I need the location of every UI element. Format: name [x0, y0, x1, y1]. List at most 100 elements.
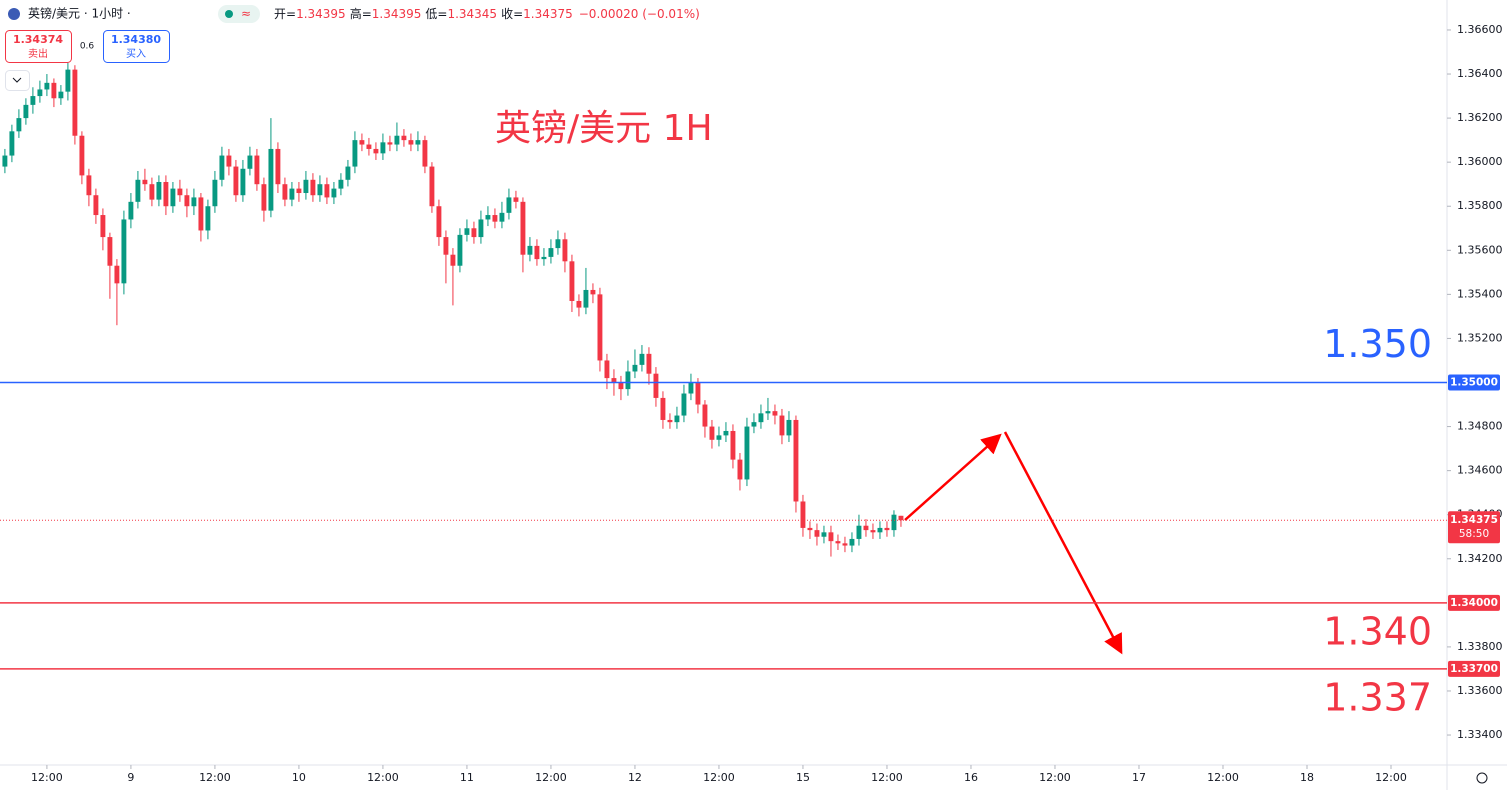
- candle-body: [86, 175, 92, 196]
- candle-body: [198, 197, 204, 231]
- candle-body: [205, 206, 211, 231]
- candle-body: [254, 155, 260, 185]
- candle-body: [345, 166, 351, 180]
- collapse-button[interactable]: [5, 70, 30, 91]
- candle-body: [604, 360, 610, 379]
- symbol: 英镑/美元 · 1小时 ·: [28, 6, 131, 21]
- candle-body: [814, 530, 820, 537]
- candle-body: [9, 131, 15, 156]
- candle-body: [478, 219, 484, 238]
- candle-body: [408, 140, 414, 145]
- x-tick-label: 12:00: [535, 771, 567, 784]
- candle-body: [282, 184, 288, 200]
- chevron: [12, 77, 22, 83]
- candle-body: [401, 135, 407, 141]
- x-tick-label: 12:00: [1207, 771, 1239, 784]
- candle-body: [562, 239, 568, 262]
- open: 1.34395: [296, 7, 346, 21]
- candle-body: [583, 289, 589, 308]
- candle-body: [898, 515, 904, 521]
- candle-body: [828, 532, 834, 542]
- candle-body: [485, 215, 491, 220]
- x-tick-label: 9: [127, 771, 134, 784]
- candle-body: [737, 459, 743, 480]
- candle-body: [303, 179, 309, 194]
- candle-body: [674, 415, 680, 423]
- candle-body: [821, 532, 827, 537]
- candle-body: [835, 541, 841, 544]
- candle-body: [79, 135, 85, 176]
- candle-body: [555, 239, 561, 249]
- candle-body: [464, 228, 470, 235]
- candle-body: [310, 179, 316, 196]
- candle-body: [163, 181, 169, 207]
- close: 1.34375: [523, 7, 573, 21]
- ohlc-line: 开=1.34395 高=1.34395 低=1.34345 收=1.34375 −0.0…: [274, 6, 700, 21]
- candle-body: [639, 353, 645, 365]
- change: −0.00020 (−0.01%): [579, 7, 700, 21]
- candle-body: [870, 530, 876, 533]
- x-tick-label: 12: [628, 771, 642, 784]
- candle-body: [23, 104, 29, 119]
- candle-body: [597, 294, 603, 361]
- candle-body: [471, 228, 477, 238]
- level-label-box: [1448, 374, 1500, 391]
- candle-body: [219, 155, 225, 180]
- candle-body: [800, 501, 806, 528]
- candle-body: [2, 155, 8, 167]
- countdown: 58:50: [1459, 528, 1489, 540]
- candle-body: [51, 82, 57, 99]
- sell-price: 1.34374: [13, 33, 63, 46]
- status-dot: [225, 10, 233, 18]
- status-pill[interactable]: [218, 5, 260, 23]
- high: 1.34395: [372, 7, 422, 21]
- y-tick-label: 1.35400: [1457, 287, 1503, 300]
- buy-button[interactable]: [103, 30, 170, 63]
- candle-body: [156, 181, 162, 200]
- candle-body: [723, 430, 729, 436]
- x-tick-label: 16: [964, 771, 978, 784]
- spread: 0.6: [80, 42, 95, 52]
- candle-body: [212, 179, 218, 207]
- candle-body: [877, 527, 883, 533]
- settings-icon[interactable]: [1476, 772, 1488, 784]
- candle-body: [317, 184, 323, 196]
- x-tick-label: 18: [1300, 771, 1314, 784]
- y-tick-label: 1.33400: [1457, 728, 1503, 741]
- candle-body: [842, 543, 848, 546]
- candle-body: [450, 254, 456, 266]
- candle-body: [576, 300, 582, 308]
- x-tick-label: 12:00: [1039, 771, 1071, 784]
- candle-body: [695, 382, 701, 405]
- level-label: 1.34000: [1450, 597, 1498, 609]
- y-tick-label: 1.36200: [1457, 111, 1503, 124]
- candle-body: [667, 419, 673, 423]
- level-annotation: 1.340: [1323, 609, 1432, 653]
- candle-body: [422, 140, 428, 167]
- candle-body: [632, 364, 638, 372]
- y-tick-label: 1.35200: [1457, 331, 1503, 344]
- candle-body: [352, 140, 358, 167]
- candle-body: [394, 135, 400, 145]
- candle-body: [541, 256, 547, 260]
- candle-body: [429, 166, 435, 207]
- candle-body: [226, 155, 232, 167]
- candle-body: [660, 397, 666, 420]
- candle-body: [93, 195, 99, 216]
- candle-body: [744, 426, 750, 480]
- candle-body: [779, 415, 785, 436]
- level-annotation: 1.337: [1323, 675, 1432, 719]
- candle-body: [37, 89, 43, 97]
- candle-body: [380, 142, 386, 154]
- sell-button[interactable]: [5, 30, 72, 63]
- candle-body: [863, 525, 869, 531]
- candle-body: [100, 215, 106, 238]
- candle-body: [786, 419, 792, 436]
- candle-body: [611, 378, 617, 383]
- candle-body: [296, 188, 302, 194]
- candle-body: [387, 142, 393, 145]
- status-icon: ≈: [241, 7, 251, 21]
- candle-body: [849, 538, 855, 546]
- candle-body: [751, 422, 757, 427]
- y-tick-label: 1.36600: [1457, 23, 1503, 36]
